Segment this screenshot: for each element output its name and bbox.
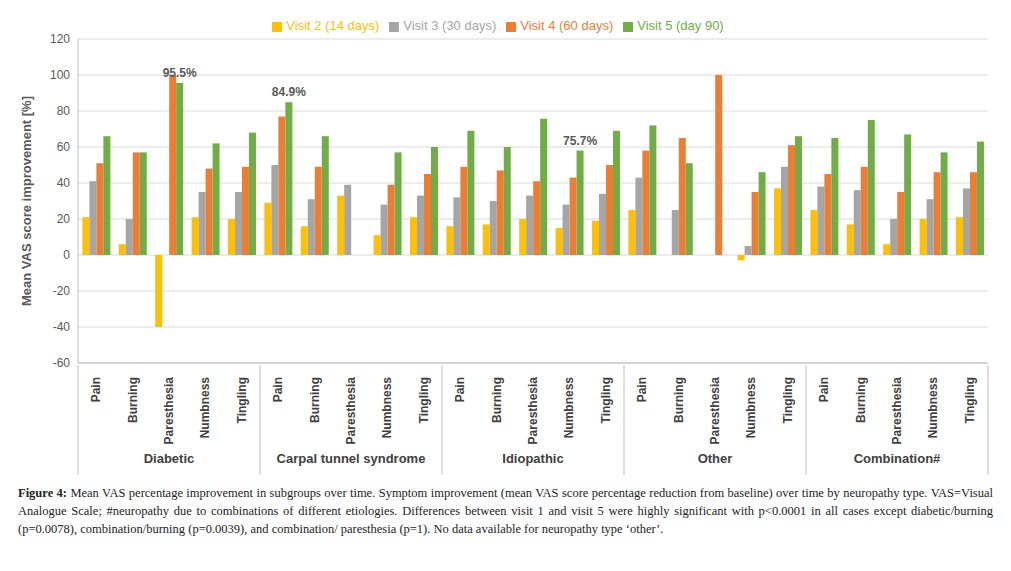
svg-text:Pain: Pain xyxy=(271,377,285,402)
svg-text:0: 0 xyxy=(63,248,70,262)
svg-text:Burning: Burning xyxy=(854,377,868,423)
svg-text:Pain: Pain xyxy=(635,377,649,402)
svg-text:75.7%: 75.7% xyxy=(563,134,597,148)
svg-text:84.9%: 84.9% xyxy=(272,85,306,99)
svg-text:Other: Other xyxy=(698,451,733,466)
svg-text:Pain: Pain xyxy=(817,377,831,402)
svg-text:Burning: Burning xyxy=(490,377,504,423)
svg-text:Paresthesia: Paresthesia xyxy=(890,377,904,445)
svg-text:Pain: Pain xyxy=(453,377,467,402)
svg-text:Tingling: Tingling xyxy=(417,377,431,423)
svg-text:Numbness: Numbness xyxy=(744,377,758,439)
svg-text:Tingling: Tingling xyxy=(781,377,795,423)
svg-text:Tingling: Tingling xyxy=(963,377,977,423)
svg-text:Pain: Pain xyxy=(89,377,103,402)
svg-text:Numbness: Numbness xyxy=(926,377,940,439)
svg-text:Paresthesia: Paresthesia xyxy=(162,377,176,445)
html-text:Visit 2 (14 days): Visit 2 (14 days) xyxy=(286,18,380,33)
html-text:Figure 4: Mean VAS percentage: Figure 4: Mean VAS percentage improvemen… xyxy=(18,486,993,536)
svg-text:Combination#: Combination# xyxy=(854,451,941,466)
svg-text:-60: -60 xyxy=(53,356,71,370)
svg-text:Mean VAS score improvement [%]: Mean VAS score improvement [%] xyxy=(19,96,34,306)
svg-text:Burning: Burning xyxy=(672,377,686,423)
svg-text:Numbness: Numbness xyxy=(380,377,394,439)
svg-text:Tingling: Tingling xyxy=(599,377,613,423)
svg-text:40: 40 xyxy=(57,176,71,190)
svg-text:100: 100 xyxy=(50,68,70,82)
svg-text:Carpal tunnel syndrome: Carpal tunnel syndrome xyxy=(277,451,426,466)
svg-text:60: 60 xyxy=(57,140,71,154)
html-text:Visit 4 (60 days): Visit 4 (60 days) xyxy=(520,18,614,33)
svg-text:Idiopathic: Idiopathic xyxy=(502,451,563,466)
html-text:Visit 5 (day 90): Visit 5 (day 90) xyxy=(637,18,724,33)
svg-text:-40: -40 xyxy=(53,320,71,334)
svg-text:Diabetic: Diabetic xyxy=(144,451,195,466)
html-text:Visit 3 (30 days): Visit 3 (30 days) xyxy=(403,18,497,33)
svg-text:Tingling: Tingling xyxy=(235,377,249,423)
svg-text:Paresthesia: Paresthesia xyxy=(526,377,540,445)
svg-text:Paresthesia: Paresthesia xyxy=(708,377,722,445)
svg-text:80: 80 xyxy=(57,104,71,118)
svg-text:Numbness: Numbness xyxy=(198,377,212,439)
svg-text:95.5%: 95.5% xyxy=(163,66,197,80)
svg-text:-20: -20 xyxy=(53,284,71,298)
svg-text:Burning: Burning xyxy=(308,377,322,423)
svg-text:Burning: Burning xyxy=(126,377,140,423)
svg-text:20: 20 xyxy=(57,212,71,226)
svg-text:Numbness: Numbness xyxy=(562,377,576,439)
svg-text:120: 120 xyxy=(50,32,70,46)
svg-text:Paresthesia: Paresthesia xyxy=(344,377,358,445)
